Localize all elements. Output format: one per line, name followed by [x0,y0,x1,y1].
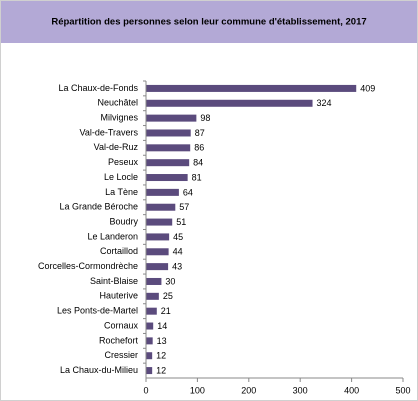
y-tick-label: Cornaux [104,320,139,330]
y-tick-label: Cortaillod [100,246,138,256]
bar [146,337,153,345]
y-tick-label: Saint-Blaise [90,276,138,286]
y-tick-label: Val-de-Travers [79,127,138,137]
bar [146,188,179,196]
bar [146,307,157,315]
y-tick-label: Peseux [108,157,139,167]
chart-title: Répartition des personnes selon leur com… [51,17,366,28]
data-label: 64 [183,187,193,197]
bar [146,263,169,271]
x-tick-label: 200 [241,385,256,395]
bar [146,84,357,92]
bar [146,248,169,256]
data-label: 30 [165,276,175,286]
y-tick-label: Hauterive [99,291,138,301]
data-label: 12 [156,351,166,361]
bar [146,99,313,107]
y-tick-label: La Grande Béroche [59,202,138,212]
bar [146,174,188,182]
x-tick-label: 100 [190,385,205,395]
data-label: 84 [193,158,203,168]
y-tick-label: Val-de-Ruz [94,142,139,152]
y-tick-label: Boudry [109,216,138,226]
data-label: 87 [195,128,205,138]
y-tick-label: Le Landeron [87,231,138,241]
data-label: 13 [157,336,167,346]
y-tick-label: Cressier [104,350,138,360]
data-label: 25 [163,291,173,301]
data-label: 43 [172,262,182,272]
data-label: 57 [179,202,189,212]
bar [146,144,191,152]
data-label: 409 [360,83,375,93]
data-label: 14 [157,321,167,331]
y-tick-label: Les Ponts-de-Martel [57,306,138,316]
x-tick-label: 400 [344,385,359,395]
bar [146,277,162,285]
y-tick-label: Rochefort [99,335,139,345]
y-tick-label: Milvignes [100,113,138,123]
bar [146,129,191,137]
data-label: 21 [161,306,171,316]
data-label: 44 [173,247,183,257]
bar [146,159,190,167]
data-label: 81 [192,172,202,182]
y-tick-label: Corcelles-Cormondrèche [38,261,138,271]
bar [146,292,159,300]
y-tick-label: La Tène [105,187,138,197]
y-tick-label: Le Locle [104,172,138,182]
y-tick-label: La Chaux-de-Fonds [58,83,138,93]
x-tick-label: 500 [395,385,410,395]
data-label: 86 [194,143,204,153]
bar [146,114,197,122]
y-tick-label: La Chaux-du-Milieu [60,365,138,375]
bar [146,203,176,211]
data-label: 98 [200,113,210,123]
y-tick-label: Neuchâtel [97,98,138,108]
bar [146,322,154,330]
data-label: 45 [173,232,183,242]
bar [146,218,173,226]
data-label: 324 [317,98,332,108]
bar [146,367,153,375]
x-tick-label: 300 [293,385,308,395]
data-label: 51 [176,217,186,227]
bar [146,352,153,360]
x-tick-label: 0 [143,385,148,395]
data-label: 12 [156,365,166,375]
header-band [1,1,417,43]
bar [146,233,170,241]
